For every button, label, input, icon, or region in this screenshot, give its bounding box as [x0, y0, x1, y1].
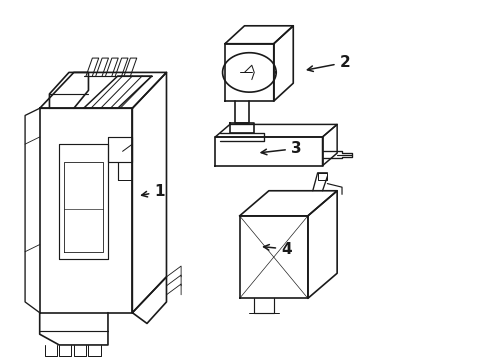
Text: 4: 4: [263, 242, 291, 257]
Text: 1: 1: [142, 184, 164, 199]
Text: 3: 3: [261, 141, 301, 156]
Text: 2: 2: [307, 55, 349, 71]
